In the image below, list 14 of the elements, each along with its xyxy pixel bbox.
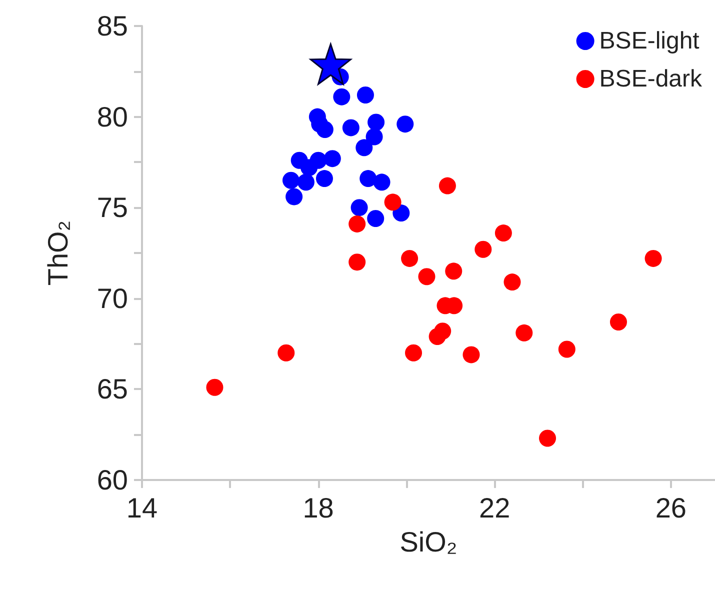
x-axis-title: SiO₂ bbox=[400, 526, 458, 558]
x-tick-label: 26 bbox=[655, 492, 686, 524]
y-tick-label: 60 bbox=[96, 464, 128, 496]
x-tick-label: 14 bbox=[126, 492, 158, 524]
x-tick-label: 18 bbox=[302, 492, 334, 524]
y-tick-label: 75 bbox=[96, 192, 128, 224]
y-axis-title: ThO₂ bbox=[42, 220, 74, 286]
y-tick-label: 70 bbox=[96, 282, 128, 314]
legend-label: BSE-light bbox=[599, 28, 700, 54]
legend-label: BSE-dark bbox=[599, 66, 703, 92]
y-tick-label: 80 bbox=[96, 101, 128, 132]
x-tick-label: 22 bbox=[479, 492, 510, 524]
y-tick-label: 85 bbox=[96, 10, 128, 42]
y-tick-label: 65 bbox=[96, 374, 128, 405]
